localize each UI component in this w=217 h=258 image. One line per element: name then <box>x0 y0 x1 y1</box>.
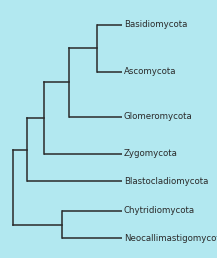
Text: Neocallimastigomycota: Neocallimastigomycota <box>124 234 217 243</box>
Text: Chytridiomycota: Chytridiomycota <box>124 206 195 215</box>
Text: Ascomycota: Ascomycota <box>124 67 176 76</box>
Text: Zygomycota: Zygomycota <box>124 149 178 158</box>
Text: Blastocladiomycota: Blastocladiomycota <box>124 176 208 186</box>
Text: Basidiomycota: Basidiomycota <box>124 20 187 29</box>
Text: Glomeromycota: Glomeromycota <box>124 112 193 121</box>
